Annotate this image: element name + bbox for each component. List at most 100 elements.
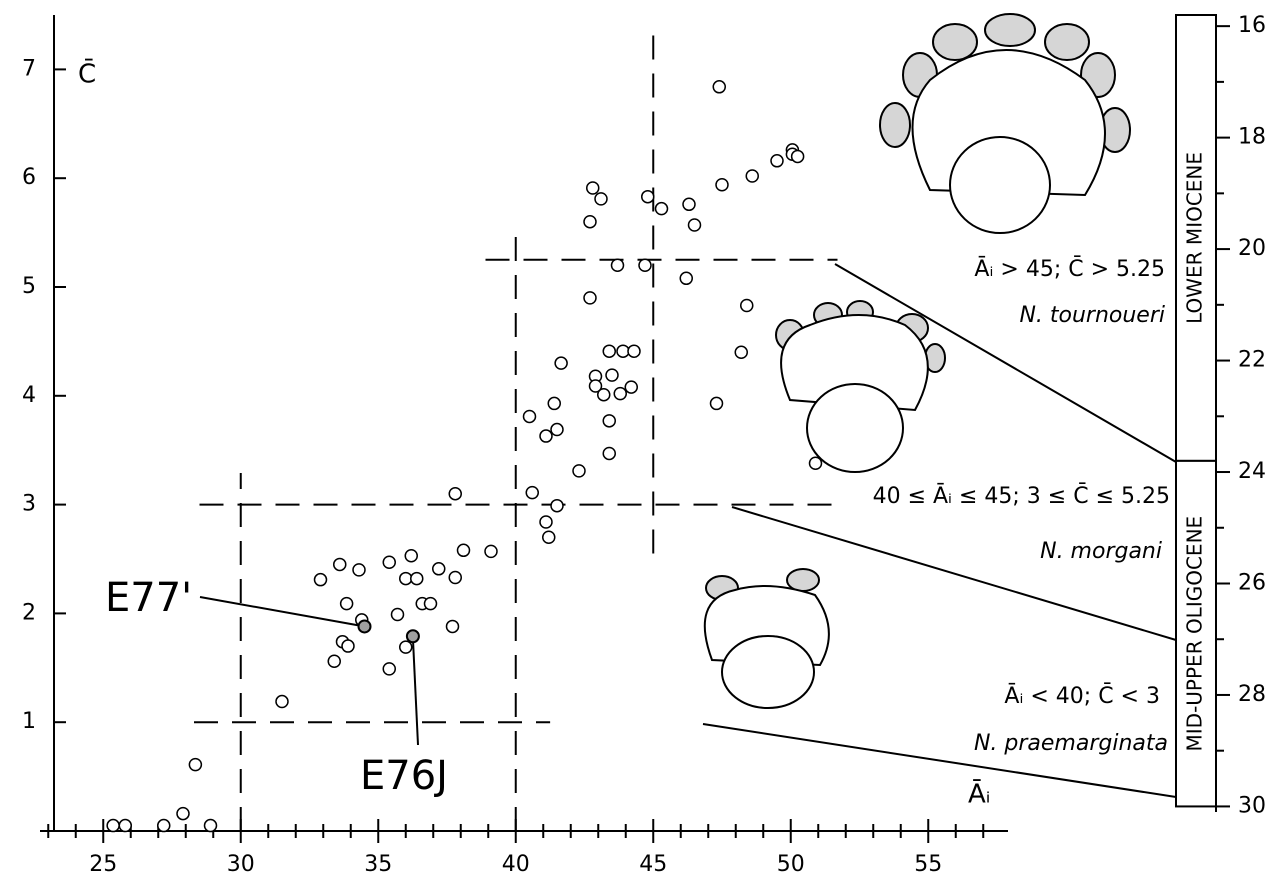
highlighted-point bbox=[357, 619, 372, 634]
point bbox=[275, 694, 289, 709]
connector bbox=[834, 263, 1177, 463]
point bbox=[404, 548, 418, 563]
epoch-label: LOWER MIOCENE bbox=[1183, 152, 1207, 324]
point bbox=[382, 555, 396, 570]
y2-tick-label: 26 bbox=[1238, 570, 1266, 595]
point bbox=[423, 596, 438, 611]
y-tick-label: 1 bbox=[22, 709, 36, 734]
point bbox=[390, 607, 405, 622]
point bbox=[770, 154, 784, 168]
x-tick-label: 25 bbox=[89, 852, 117, 877]
point bbox=[586, 181, 600, 195]
point-label: E77' bbox=[105, 575, 192, 621]
point bbox=[399, 640, 413, 654]
point bbox=[682, 197, 696, 212]
zone-criteria: Āᵢ > 45; C̄ > 5.25 bbox=[974, 256, 1165, 282]
point bbox=[399, 571, 413, 586]
point bbox=[313, 572, 328, 587]
epoch-box bbox=[1175, 14, 1217, 462]
point bbox=[712, 80, 726, 94]
connector bbox=[731, 506, 1177, 641]
x-tick-label: 45 bbox=[639, 852, 667, 877]
y-tick-label: 3 bbox=[22, 492, 36, 517]
point bbox=[525, 485, 539, 500]
point bbox=[554, 356, 568, 370]
point bbox=[687, 218, 702, 232]
highlighted-point bbox=[405, 629, 420, 644]
point bbox=[106, 818, 120, 833]
y-axis-label: C̄ bbox=[78, 58, 96, 90]
point bbox=[539, 515, 553, 529]
point bbox=[624, 380, 638, 394]
epoch-box bbox=[1175, 459, 1217, 808]
point bbox=[740, 298, 754, 313]
leader bbox=[412, 639, 419, 746]
zone-criteria: Āᵢ < 40; C̄ < 3 bbox=[1004, 683, 1160, 709]
point bbox=[602, 414, 616, 428]
y2-tick-label: 22 bbox=[1238, 348, 1266, 373]
x-tick-label: 35 bbox=[364, 852, 392, 877]
point bbox=[547, 396, 561, 411]
point bbox=[679, 271, 693, 286]
y2-tick-label: 24 bbox=[1238, 459, 1266, 484]
y2-tick-label: 18 bbox=[1238, 125, 1266, 150]
shell-small bbox=[703, 568, 830, 709]
y-tick-label: 5 bbox=[22, 274, 36, 299]
point bbox=[627, 344, 641, 358]
point bbox=[445, 619, 460, 634]
shell-medium bbox=[775, 300, 946, 473]
point bbox=[597, 387, 611, 402]
x-tick-label: 40 bbox=[502, 852, 530, 877]
point bbox=[638, 258, 652, 272]
point bbox=[610, 258, 625, 272]
point bbox=[641, 189, 655, 204]
point bbox=[333, 557, 347, 572]
zone-species: N. tournoueri bbox=[1019, 303, 1165, 328]
point bbox=[456, 543, 471, 558]
point bbox=[522, 409, 537, 424]
point bbox=[583, 291, 597, 305]
point bbox=[572, 464, 586, 478]
point bbox=[327, 654, 341, 669]
point-label: E76J bbox=[360, 753, 448, 799]
point bbox=[790, 149, 805, 164]
point bbox=[176, 806, 190, 821]
point bbox=[382, 662, 396, 676]
point bbox=[157, 818, 171, 833]
x-tick-label: 50 bbox=[777, 852, 805, 877]
point bbox=[583, 214, 597, 229]
point bbox=[734, 345, 748, 360]
point bbox=[448, 570, 462, 585]
y-tick-label: 2 bbox=[22, 600, 36, 625]
point bbox=[654, 201, 669, 216]
point bbox=[715, 177, 729, 192]
point bbox=[339, 596, 354, 611]
epoch-label: MID-UPPER OLIGOCENE bbox=[1183, 516, 1207, 752]
y-tick-label: 4 bbox=[22, 383, 36, 408]
y-tick-label: 7 bbox=[22, 56, 36, 81]
y2-tick-label: 30 bbox=[1238, 793, 1266, 818]
point bbox=[203, 818, 218, 833]
point bbox=[448, 486, 462, 501]
point bbox=[188, 757, 203, 772]
point bbox=[594, 192, 608, 206]
zone-species: N. morgani bbox=[1040, 539, 1162, 564]
point bbox=[352, 563, 366, 577]
point bbox=[745, 169, 759, 183]
point bbox=[602, 344, 616, 358]
point bbox=[550, 422, 564, 437]
shell-large bbox=[879, 13, 1131, 234]
zone-species: N. praemarginata bbox=[974, 731, 1168, 756]
point bbox=[550, 498, 564, 513]
point bbox=[709, 396, 724, 411]
x-axis-label: Āᵢ bbox=[968, 779, 990, 810]
leader bbox=[199, 596, 363, 627]
point bbox=[432, 562, 446, 576]
point bbox=[539, 429, 553, 443]
zone-criteria: 40 ≤ Āᵢ ≤ 45; 3 ≤ C̄ ≤ 5.25 bbox=[873, 483, 1170, 509]
y2-tick-label: 16 bbox=[1238, 13, 1266, 38]
y-tick-label: 6 bbox=[22, 165, 36, 190]
x-tick-label: 30 bbox=[227, 852, 255, 877]
point bbox=[808, 456, 823, 471]
